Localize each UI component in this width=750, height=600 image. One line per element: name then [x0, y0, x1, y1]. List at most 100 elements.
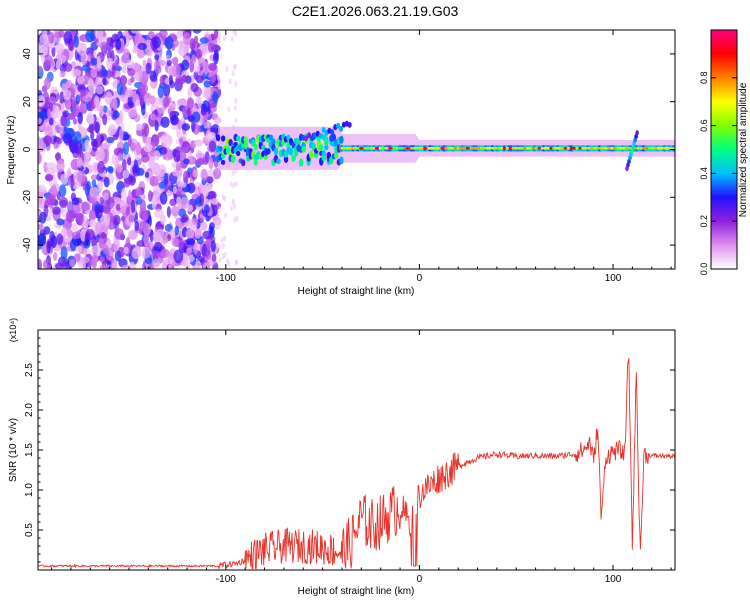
x-tick-label: -100 — [216, 273, 236, 284]
noise-blob — [200, 168, 208, 181]
noise-blob — [191, 111, 201, 123]
noise-blob — [122, 133, 130, 141]
signal-core-blob — [380, 146, 385, 150]
noise-blob — [55, 262, 64, 269]
signal-core-blob — [517, 146, 521, 150]
noise-blob — [90, 66, 98, 79]
noise-blob — [86, 114, 95, 125]
noise-blob — [61, 226, 68, 237]
noise-blob — [186, 107, 191, 116]
noise-blob — [186, 247, 193, 254]
signal-core-blob — [595, 146, 600, 150]
signal-blob — [304, 135, 309, 142]
signal-core-blob — [584, 146, 588, 150]
noise-blob — [232, 182, 236, 189]
x-tick-label: 100 — [605, 574, 622, 585]
noise-blob — [62, 89, 72, 101]
noise-blob — [232, 30, 236, 36]
noise-blob — [203, 80, 212, 88]
signal-core-blob — [528, 146, 533, 150]
noise-blob — [54, 105, 61, 119]
noise-blob — [224, 212, 228, 219]
signal-core-blob — [610, 146, 614, 150]
signal-blob — [266, 148, 271, 155]
noise-blob — [180, 216, 188, 223]
noise-blob — [80, 102, 85, 113]
noise-blob — [91, 179, 97, 187]
signal-core-blob — [613, 146, 617, 150]
signal-blob — [339, 125, 344, 132]
noise-blob — [181, 74, 187, 83]
noise-blob — [233, 216, 237, 223]
noise-blob — [73, 35, 79, 48]
noise-blob — [65, 210, 76, 223]
noise-blob — [168, 75, 174, 86]
noise-blob — [173, 149, 181, 163]
noise-blob — [162, 236, 169, 244]
noise-blob — [48, 207, 54, 217]
signal-core-blob — [459, 146, 463, 150]
noise-blob — [205, 237, 212, 250]
noise-blob — [43, 259, 49, 269]
noise-blob — [166, 59, 172, 66]
signal-core-blob — [476, 146, 481, 150]
noise-blob — [48, 31, 55, 44]
signal-core-blob — [494, 146, 498, 150]
signal-blob — [309, 135, 314, 142]
y-tick-label: -20 — [22, 190, 33, 205]
noise-blob — [101, 69, 108, 78]
noise-blob — [104, 91, 113, 105]
noise-blob — [194, 35, 199, 43]
noise-blob — [127, 190, 132, 204]
signal-core-blob — [340, 146, 344, 150]
noise-blob — [150, 75, 158, 82]
signal-blob — [283, 155, 289, 163]
noise-blob — [160, 116, 170, 128]
signal-blob — [321, 127, 326, 134]
figure-title: C2E1.2026.063.21.19.G03 — [292, 3, 459, 19]
noise-blob — [211, 253, 217, 263]
noise-blob — [207, 190, 217, 200]
noise-blob — [105, 264, 113, 269]
noise-blob — [123, 48, 130, 59]
noise-blob — [161, 262, 167, 269]
noise-blob — [99, 264, 106, 269]
y-tick-label: 0 — [22, 146, 33, 152]
noise-blob — [141, 85, 146, 99]
noise-blob — [103, 204, 110, 215]
noise-blob — [59, 70, 66, 78]
noise-blob — [105, 37, 115, 51]
noise-blob — [143, 143, 153, 153]
noise-blob — [96, 55, 101, 69]
noise-blob — [128, 261, 136, 269]
snr-xlabel: Height of straight line (km) — [298, 586, 415, 597]
noise-blob — [85, 180, 91, 191]
noise-blob — [101, 244, 109, 253]
noise-blob — [195, 158, 206, 165]
noise-blob — [201, 185, 209, 198]
noise-blob — [56, 159, 65, 173]
noise-blob — [178, 208, 187, 218]
noise-blob — [112, 110, 120, 119]
signal-blob — [324, 138, 329, 146]
noise-blob — [151, 250, 161, 258]
noise-blob — [137, 42, 148, 51]
noise-blob — [136, 49, 145, 59]
noise-blob — [148, 156, 156, 168]
noise-blob — [183, 158, 190, 165]
noise-blob — [153, 150, 161, 161]
noise-blob — [38, 184, 47, 193]
signal-core-blob — [497, 146, 501, 150]
signal-core-blob — [511, 146, 516, 150]
noise-blob — [66, 227, 73, 238]
noise-blob — [192, 218, 198, 225]
noise-blob — [131, 92, 137, 104]
noise-blob — [153, 241, 163, 254]
signal-blob — [318, 132, 323, 139]
noise-blob — [52, 252, 58, 261]
y-tick-label: 40 — [22, 48, 33, 60]
signal-core-blob — [363, 146, 368, 150]
noise-blob — [123, 179, 131, 188]
noise-blob — [79, 256, 90, 264]
signal-core-blob — [572, 146, 577, 150]
